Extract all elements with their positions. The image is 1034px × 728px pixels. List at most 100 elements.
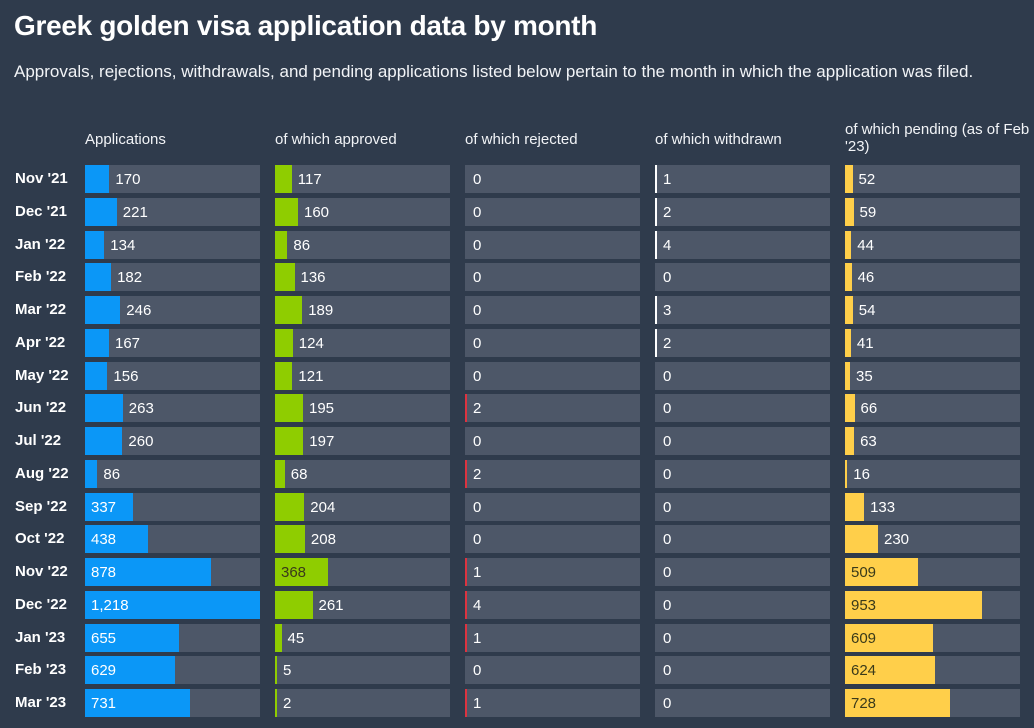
bar-track: 1 xyxy=(465,624,640,652)
bar-track: 1,218 xyxy=(85,591,260,619)
bar-track: 136 xyxy=(275,263,450,291)
bar xyxy=(85,329,109,357)
value-label: 121 xyxy=(298,368,324,385)
row-label: May '22 xyxy=(15,367,69,384)
bar xyxy=(85,296,121,324)
bar-track: 16 xyxy=(845,460,1020,488)
value-label: 0 xyxy=(473,204,482,221)
row-label: Apr '22 xyxy=(15,334,66,351)
bar-track: 35 xyxy=(845,362,1020,390)
bar xyxy=(275,198,298,226)
value-label: 0 xyxy=(473,237,482,254)
bar-track: 208 xyxy=(275,525,450,553)
bar-track: 0 xyxy=(655,591,830,619)
bar-track: 0 xyxy=(655,427,830,455)
value-label: 0 xyxy=(663,499,672,516)
row-label: Jan '22 xyxy=(15,236,66,253)
bar xyxy=(465,263,467,291)
value-label: 0 xyxy=(663,269,672,286)
value-label: 953 xyxy=(851,597,877,614)
chart-subtitle: Approvals, rejections, withdrawals, and … xyxy=(14,62,974,81)
bar-track: 221 xyxy=(85,198,260,226)
bar-track: 0 xyxy=(655,493,830,521)
bar-track: 0 xyxy=(465,362,640,390)
bar xyxy=(845,591,982,619)
bar-track: 655 xyxy=(85,624,260,652)
value-label: 136 xyxy=(300,269,326,286)
bar-track: 246 xyxy=(85,296,260,324)
bar xyxy=(465,165,467,193)
bar-track: 0 xyxy=(465,525,640,553)
bar xyxy=(845,689,950,717)
bar xyxy=(845,263,852,291)
value-label: 54 xyxy=(858,302,876,319)
bar-track: 68 xyxy=(275,460,450,488)
bar-track: 204 xyxy=(275,493,450,521)
bar xyxy=(845,656,935,684)
bar-track: 0 xyxy=(465,427,640,455)
value-label: 197 xyxy=(309,433,335,450)
bar xyxy=(465,296,467,324)
row-label: Aug '22 xyxy=(15,465,69,482)
bar-track: 624 xyxy=(845,656,1020,684)
bar-track: 0 xyxy=(655,394,830,422)
value-label: 0 xyxy=(663,466,672,483)
value-label: 1 xyxy=(663,171,672,188)
bar xyxy=(465,394,467,422)
bar xyxy=(655,558,657,586)
value-label: 0 xyxy=(473,269,482,286)
value-label: 52 xyxy=(858,171,876,188)
column-header: of which pending (as of Feb '23) xyxy=(845,121,1030,155)
bar xyxy=(465,493,467,521)
bar xyxy=(465,689,467,717)
bar xyxy=(655,427,657,455)
bar-track: 0 xyxy=(655,624,830,652)
bar xyxy=(465,591,467,619)
value-label: 86 xyxy=(293,237,311,254)
row-label: Feb '22 xyxy=(15,268,67,285)
bar xyxy=(845,165,853,193)
bar-track: 2 xyxy=(465,394,640,422)
row-label: Nov '22 xyxy=(15,563,68,580)
bar xyxy=(85,165,110,193)
bar-track: 45 xyxy=(275,624,450,652)
bar xyxy=(85,591,260,619)
value-label: 170 xyxy=(115,171,141,188)
bar xyxy=(655,525,657,553)
value-label: 246 xyxy=(126,302,152,319)
bar-track: 86 xyxy=(85,460,260,488)
bar xyxy=(845,231,852,259)
bar-track: 0 xyxy=(655,525,830,553)
value-label: 0 xyxy=(663,368,672,385)
value-label: 260 xyxy=(128,433,154,450)
bar-track: 1 xyxy=(655,165,830,193)
value-label: 167 xyxy=(115,335,141,352)
bar xyxy=(465,525,467,553)
bar xyxy=(275,493,305,521)
value-label: 438 xyxy=(91,531,117,548)
bar-track: 44 xyxy=(845,231,1020,259)
value-label: 1,218 xyxy=(91,597,129,614)
bar xyxy=(85,231,105,259)
value-label: 1 xyxy=(473,630,482,647)
row-label: Mar '22 xyxy=(15,301,67,318)
bar xyxy=(85,493,134,521)
bar-track: 0 xyxy=(465,198,640,226)
bar-track: 0 xyxy=(655,656,830,684)
bar-track: 0 xyxy=(465,296,640,324)
value-label: 182 xyxy=(117,269,143,286)
value-label: 0 xyxy=(663,630,672,647)
bar xyxy=(845,394,855,422)
bar xyxy=(85,263,112,291)
value-label: 368 xyxy=(281,564,307,581)
bar xyxy=(465,362,467,390)
bar xyxy=(655,460,657,488)
bar-track: 121 xyxy=(275,362,450,390)
value-label: 0 xyxy=(473,302,482,319)
bar-track: 46 xyxy=(845,263,1020,291)
value-label: 4 xyxy=(663,237,672,254)
bar xyxy=(465,558,467,586)
value-label: 655 xyxy=(91,630,117,647)
value-label: 0 xyxy=(663,597,672,614)
bar-track: 0 xyxy=(655,362,830,390)
